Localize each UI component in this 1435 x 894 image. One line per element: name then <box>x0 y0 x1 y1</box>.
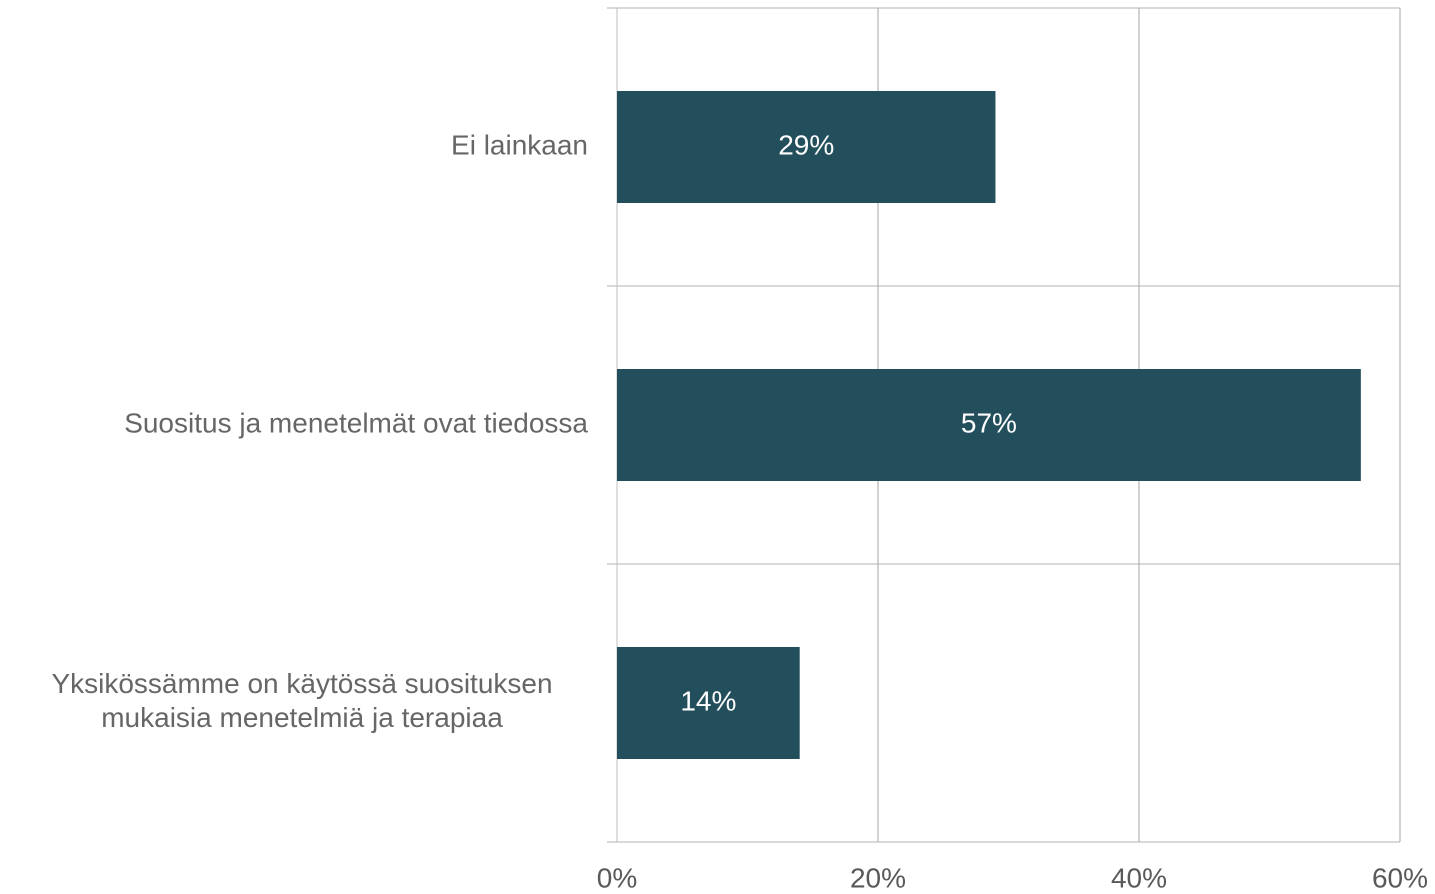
bar <box>617 369 1361 481</box>
category-label: Ei lainkaan <box>451 129 588 160</box>
category-label: Yksikössämme on käytössä suosituksen muka… <box>51 668 552 733</box>
value-label: 29% <box>778 129 834 160</box>
x-tick-label: 20% <box>850 862 906 893</box>
x-tick-label: 40% <box>1111 862 1167 893</box>
value-label: 57% <box>961 407 1017 438</box>
bar <box>617 647 800 759</box>
value-label: 14% <box>680 685 736 716</box>
x-tick-label: 0% <box>597 862 637 893</box>
category-label: Suositus ja menetelmät ovat tiedossa <box>124 407 588 438</box>
x-tick-label: 60% <box>1372 862 1428 893</box>
bar <box>617 91 996 203</box>
